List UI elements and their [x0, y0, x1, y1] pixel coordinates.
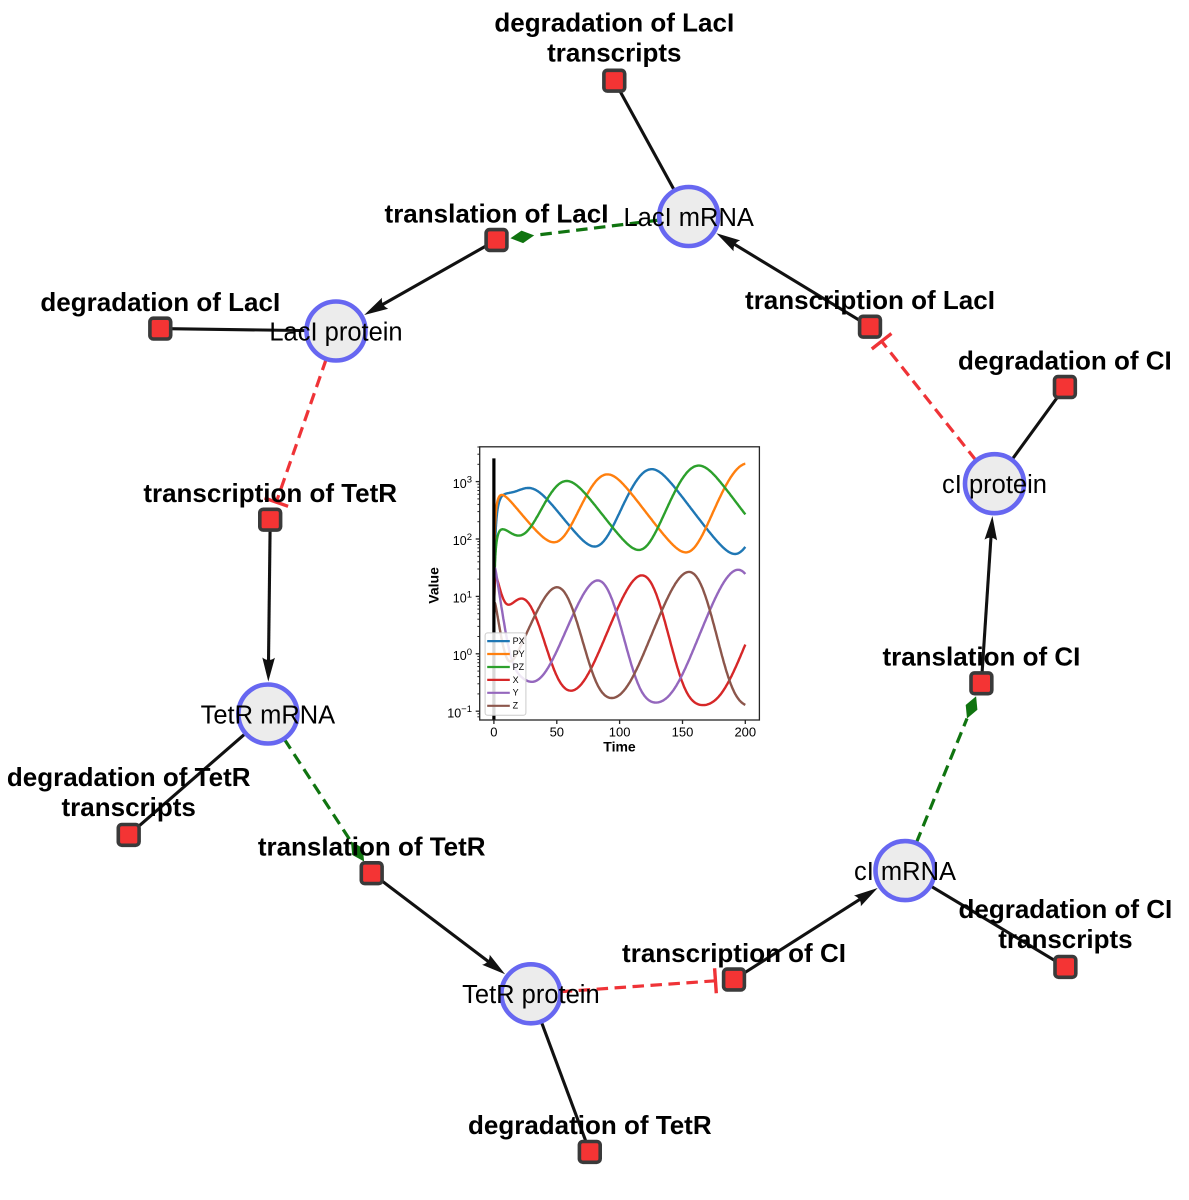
svg-text:200: 200: [734, 725, 756, 740]
svg-text:degradation of LacI: degradation of LacI: [40, 287, 280, 317]
svg-text:translation of CI: translation of CI: [882, 642, 1080, 672]
svg-text:transcripts: transcripts: [998, 924, 1132, 954]
svg-text:cI protein: cI protein: [942, 471, 1047, 499]
svg-text:degradation of TetR: degradation of TetR: [7, 762, 251, 792]
svg-text:transcripts: transcripts: [547, 38, 681, 68]
svg-text:10−1: 10−1: [447, 704, 472, 720]
svg-text:transcription of LacI: transcription of LacI: [745, 285, 995, 315]
svg-text:Y: Y: [513, 688, 519, 698]
svg-text:transcription of TetR: transcription of TetR: [143, 478, 397, 508]
svg-text:100: 100: [453, 647, 472, 663]
svg-text:TetR protein: TetR protein: [462, 981, 600, 1009]
svg-text:PY: PY: [513, 649, 525, 659]
svg-text:LacI mRNA: LacI mRNA: [624, 204, 754, 232]
svg-text:X: X: [513, 675, 519, 685]
svg-text:transcripts: transcripts: [62, 792, 196, 822]
svg-text:degradation of CI: degradation of CI: [959, 894, 1173, 924]
svg-text:103: 103: [453, 475, 472, 491]
svg-text:degradation of CI: degradation of CI: [958, 345, 1172, 375]
svg-text:Time: Time: [603, 739, 636, 755]
svg-text:Value: Value: [425, 567, 441, 604]
svg-text:PZ: PZ: [513, 662, 525, 672]
svg-text:150: 150: [672, 725, 694, 740]
svg-text:degradation of LacI: degradation of LacI: [494, 8, 734, 38]
svg-text:50: 50: [550, 725, 564, 740]
svg-text:101: 101: [453, 589, 472, 605]
svg-text:102: 102: [453, 532, 472, 548]
svg-text:translation of TetR: translation of TetR: [258, 832, 486, 862]
svg-text:transcription of CI: transcription of CI: [622, 938, 846, 968]
svg-text:TetR mRNA: TetR mRNA: [201, 701, 336, 729]
svg-text:translation of LacI: translation of LacI: [385, 198, 609, 228]
svg-text:Z: Z: [513, 701, 519, 711]
svg-text:100: 100: [609, 725, 631, 740]
svg-text:0: 0: [490, 725, 497, 740]
svg-text:cI mRNA: cI mRNA: [854, 858, 956, 886]
svg-text:PX: PX: [513, 636, 525, 646]
svg-text:degradation of TetR: degradation of TetR: [468, 1110, 712, 1140]
svg-text:LacI protein: LacI protein: [269, 318, 402, 346]
